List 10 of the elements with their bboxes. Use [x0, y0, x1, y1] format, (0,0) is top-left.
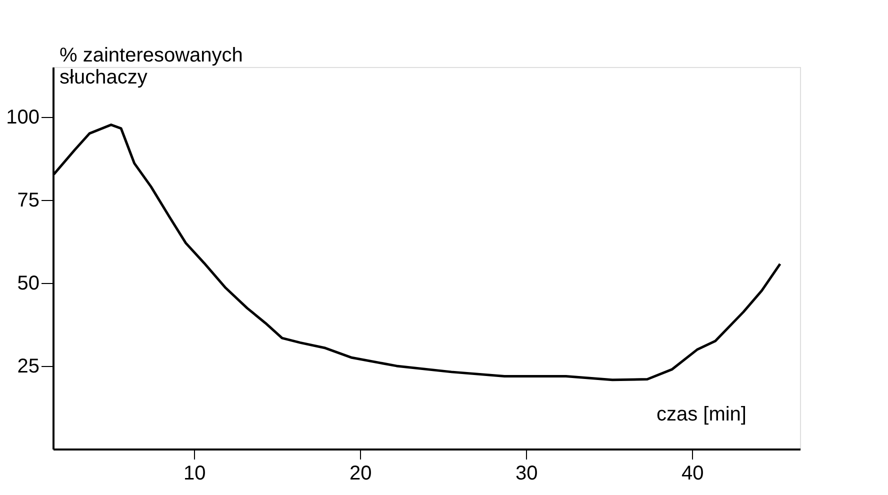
x-tick-label: 20 — [349, 462, 372, 484]
x-axis-title: czas [min] — [656, 404, 746, 426]
x-tick-label: 30 — [515, 462, 538, 484]
y-tick-label: 75 — [17, 189, 40, 212]
y-tick-label: 50 — [17, 272, 40, 294]
x-tick-label: 40 — [681, 462, 704, 484]
y-tick-label: 100 — [6, 106, 40, 128]
y-tick-label: 25 — [17, 355, 40, 378]
y-axis-title: % zainteresowanych słuchaczy — [60, 44, 243, 88]
x-tick-label: 10 — [183, 462, 206, 484]
